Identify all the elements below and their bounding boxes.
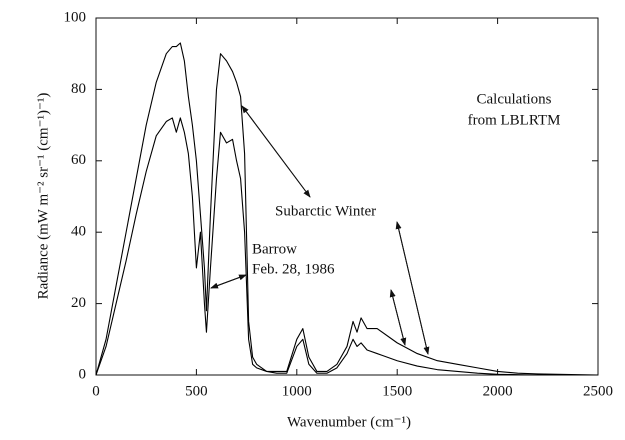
y-tick-label: 40 <box>71 224 86 240</box>
y-tick-label: 60 <box>71 152 86 168</box>
x-tick-label: 500 <box>185 383 208 399</box>
annotation: Feb. 28, 1986 <box>252 261 335 277</box>
y-tick-label: 20 <box>71 295 86 311</box>
x-tick-label: 1500 <box>382 383 412 399</box>
series-label: Barrow <box>252 241 297 257</box>
x-axis-label: Wavenumber (cm⁻¹) <box>287 414 411 430</box>
arrow <box>210 274 247 289</box>
series-label: Subarctic Winter <box>275 203 376 219</box>
series-line <box>95 42 599 376</box>
annotation: Calculations <box>477 91 552 107</box>
y-tick-label: 80 <box>71 81 86 97</box>
x-tick-label: 2500 <box>583 383 613 399</box>
x-tick-label: 1000 <box>282 383 312 399</box>
annotation: from LBLRTM <box>468 112 561 128</box>
series-line <box>95 117 598 376</box>
arrow <box>395 221 429 355</box>
y-tick-label: 0 <box>79 366 87 382</box>
x-tick-label: 2000 <box>483 383 513 399</box>
y-axis-label: Radiance (mW m⁻² sr⁻¹ (cm⁻¹)⁻¹) <box>35 93 51 300</box>
arrow <box>389 289 406 346</box>
y-tick-label: 100 <box>64 9 87 25</box>
x-tick-label: 0 <box>92 383 100 399</box>
arrow <box>241 105 311 198</box>
plot-frame <box>95 17 599 376</box>
